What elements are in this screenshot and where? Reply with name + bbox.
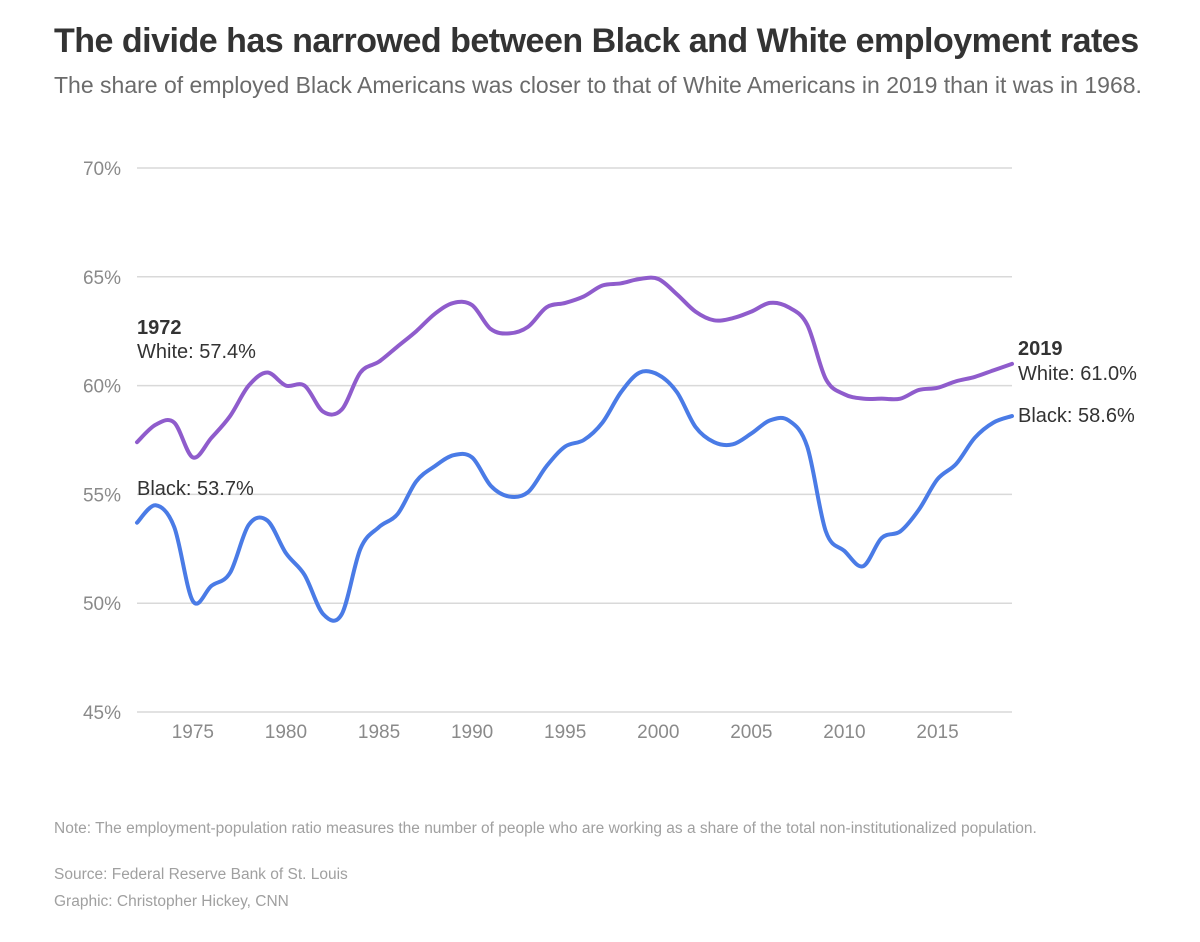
- footnote: Note: The employment-population ratio me…: [54, 820, 1037, 837]
- annotation-start-white: White: 57.4%: [137, 341, 256, 363]
- x-tick-label: 1975: [172, 722, 214, 743]
- annotation-start-black: Black: 53.7%: [137, 478, 254, 500]
- y-tick-label: 65%: [83, 268, 121, 289]
- annotation-end-white: White: 61.0%: [1018, 363, 1137, 385]
- annotation-start-year: 1972: [137, 317, 182, 339]
- x-tick-label: 1980: [265, 722, 307, 743]
- line-chart: 45% 50% 55% 60% 65% 70% 1975 1980 1985 1990 1995 2…: [83, 159, 1137, 743]
- chart-title: The divide has narrowed between Black an…: [54, 22, 1139, 60]
- x-tick-label: 1990: [451, 722, 493, 743]
- x-tick-label: 2005: [730, 722, 772, 743]
- x-tick-label: 2015: [916, 722, 958, 743]
- x-tick-label: 2000: [637, 722, 679, 743]
- x-tick-label: 1985: [358, 722, 400, 743]
- annotation-end-black: Black: 58.6%: [1018, 405, 1135, 427]
- source-text: Source: Federal Reserve Bank of St. Loui…: [54, 866, 348, 883]
- x-axis-ticks: 1975 1980 1985 1990 1995 2000 2005 2010 2015: [172, 722, 959, 743]
- series-line-black: [135, 369, 1014, 623]
- x-tick-label: 2010: [823, 722, 865, 743]
- y-tick-label: 70%: [83, 159, 121, 180]
- y-tick-label: 55%: [83, 485, 121, 506]
- chart-subtitle: The share of employed Black Americans wa…: [54, 72, 1142, 98]
- annotations: 1972 White: 57.4% Black: 53.7% 2019 Whit…: [137, 317, 1137, 500]
- y-tick-label: 60%: [83, 377, 121, 398]
- y-tick-label: 50%: [83, 594, 121, 615]
- y-tick-label: 45%: [83, 703, 121, 724]
- series-line-white: [135, 275, 1014, 460]
- annotation-end-year: 2019: [1018, 338, 1063, 360]
- credit-text: Graphic: Christopher Hickey, CNN: [54, 893, 289, 910]
- x-tick-label: 1995: [544, 722, 586, 743]
- gridlines: [137, 167, 1012, 713]
- y-axis-ticks: 45% 50% 55% 60% 65% 70%: [83, 159, 121, 724]
- series-lines: [135, 275, 1014, 623]
